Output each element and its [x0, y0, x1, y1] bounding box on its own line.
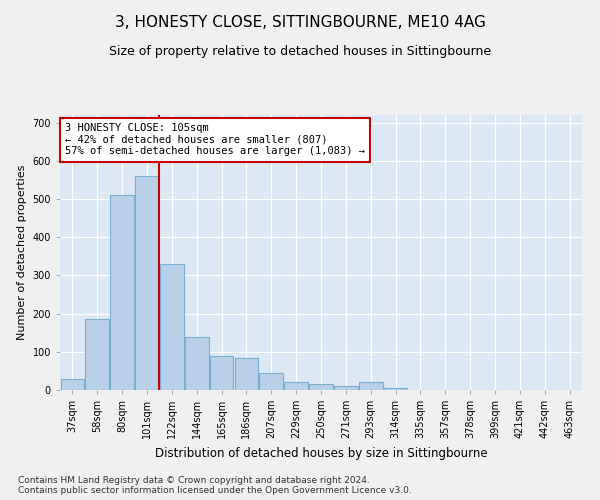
Bar — [309, 384, 333, 390]
Y-axis label: Number of detached properties: Number of detached properties — [17, 165, 27, 340]
Bar — [284, 382, 308, 390]
Bar — [210, 356, 233, 390]
Bar — [384, 388, 407, 390]
Bar — [61, 378, 84, 390]
Bar — [85, 320, 109, 390]
Bar — [110, 195, 134, 390]
Bar — [235, 358, 258, 390]
Text: Size of property relative to detached houses in Sittingbourne: Size of property relative to detached ho… — [109, 45, 491, 58]
Text: 3, HONESTY CLOSE, SITTINGBOURNE, ME10 4AG: 3, HONESTY CLOSE, SITTINGBOURNE, ME10 4A… — [115, 15, 485, 30]
X-axis label: Distribution of detached houses by size in Sittingbourne: Distribution of detached houses by size … — [155, 446, 487, 460]
Bar — [135, 176, 159, 390]
Bar — [334, 386, 358, 390]
Text: Contains HM Land Registry data © Crown copyright and database right 2024.
Contai: Contains HM Land Registry data © Crown c… — [18, 476, 412, 495]
Bar — [259, 373, 283, 390]
Bar — [160, 264, 184, 390]
Text: 3 HONESTY CLOSE: 105sqm
← 42% of detached houses are smaller (807)
57% of semi-d: 3 HONESTY CLOSE: 105sqm ← 42% of detache… — [65, 123, 365, 156]
Bar — [359, 382, 383, 390]
Bar — [185, 336, 209, 390]
